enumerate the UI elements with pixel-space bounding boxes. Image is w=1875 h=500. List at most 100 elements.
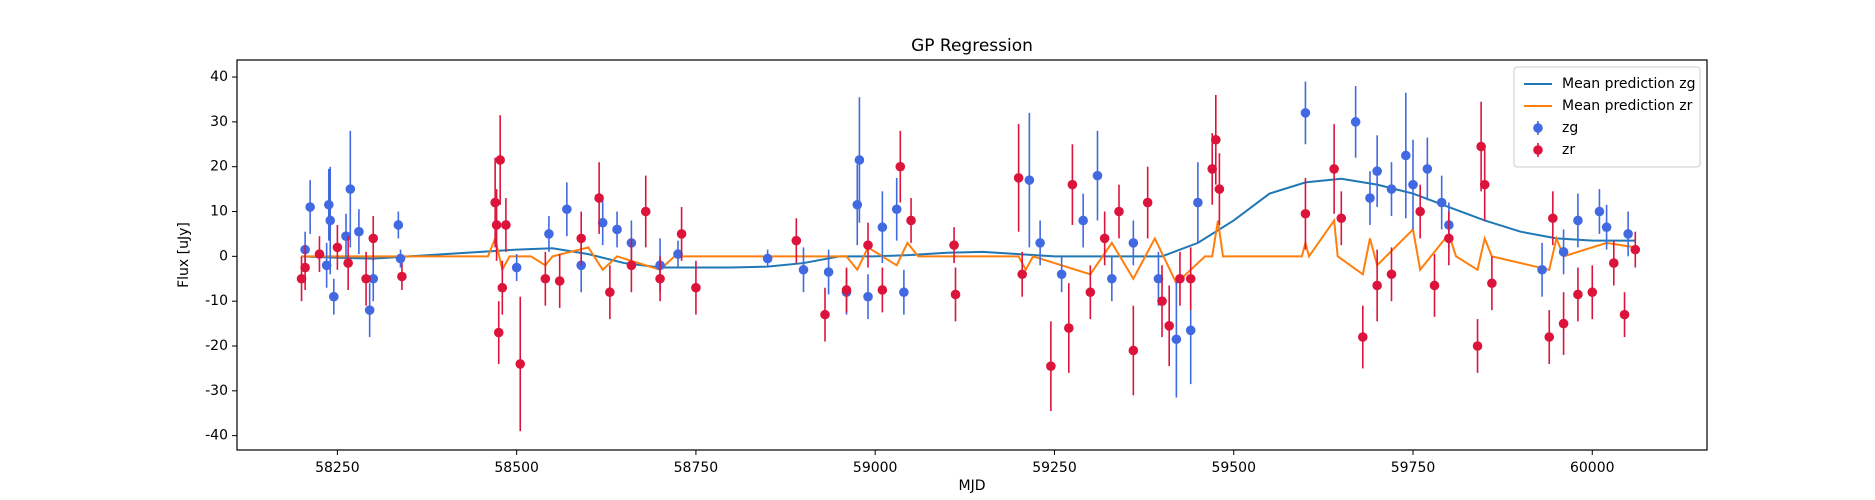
- point: [891, 204, 902, 215]
- legend-label: Mean prediction zg: [1562, 76, 1696, 92]
- point: [1214, 184, 1225, 194]
- point: [798, 264, 809, 275]
- point: [1548, 213, 1558, 224]
- point: [1558, 318, 1569, 329]
- y-tick-label: -30: [205, 383, 228, 399]
- x-tick-label: 58500: [494, 460, 539, 476]
- y-tick-label: -20: [205, 338, 228, 354]
- point: [863, 240, 873, 250]
- point: [1422, 164, 1433, 174]
- point: [314, 249, 325, 259]
- point: [393, 220, 404, 230]
- point: [562, 204, 572, 215]
- point: [1358, 332, 1368, 342]
- y-tick-label: 10: [210, 204, 228, 220]
- point: [1573, 289, 1583, 300]
- point: [1372, 166, 1382, 176]
- x-tick-label: 60000: [1570, 460, 1615, 476]
- x-tick-label: 59000: [853, 460, 898, 476]
- point: [1544, 332, 1555, 342]
- legend-label: zg: [1562, 120, 1578, 136]
- point: [1114, 206, 1124, 217]
- point: [1479, 179, 1490, 190]
- point: [1415, 206, 1425, 217]
- point: [1350, 117, 1361, 127]
- plot-area: [296, 81, 1641, 432]
- point: [1429, 280, 1440, 291]
- point: [1185, 273, 1196, 284]
- legend-box: [1513, 66, 1701, 168]
- point: [554, 276, 565, 286]
- point: [1035, 238, 1045, 248]
- point: [321, 260, 332, 271]
- chart-title: GP Regression: [911, 36, 1033, 56]
- axes-frame: [236, 59, 1708, 451]
- point: [576, 260, 586, 271]
- point: [841, 285, 852, 295]
- point: [1085, 287, 1096, 298]
- point: [1207, 164, 1218, 174]
- point: [361, 273, 371, 284]
- x-tick-label: 59750: [1391, 460, 1436, 476]
- point: [877, 222, 888, 233]
- point: [1099, 233, 1110, 244]
- point: [544, 229, 554, 239]
- point: [296, 273, 307, 284]
- point: [1476, 141, 1486, 152]
- y-tick-label: 30: [210, 114, 228, 130]
- y-tick-label: 40: [210, 69, 228, 85]
- point: [1107, 273, 1117, 284]
- point: [594, 193, 604, 203]
- x-axis-label: MJD: [959, 478, 986, 494]
- point: [1487, 278, 1497, 289]
- point: [1142, 197, 1153, 208]
- point: [1623, 229, 1633, 239]
- point: [1300, 208, 1311, 219]
- point: [325, 215, 336, 226]
- point: [1024, 175, 1035, 185]
- point: [1128, 345, 1139, 356]
- point: [341, 231, 351, 241]
- point: [491, 220, 502, 230]
- point: [540, 273, 551, 284]
- x-tick-label: 59250: [1032, 460, 1077, 476]
- legend-swatch: [1533, 145, 1543, 155]
- point: [305, 202, 315, 212]
- point: [1078, 215, 1088, 226]
- point: [1067, 179, 1078, 190]
- point: [1472, 341, 1483, 351]
- point: [1300, 108, 1311, 118]
- point: [1171, 334, 1182, 345]
- point: [854, 155, 865, 165]
- point: [323, 199, 334, 210]
- point: [332, 242, 343, 253]
- point: [820, 309, 830, 320]
- point: [1046, 361, 1056, 371]
- point: [950, 289, 961, 300]
- point: [364, 305, 375, 315]
- point: [354, 226, 364, 237]
- point: [395, 253, 406, 264]
- point: [345, 184, 356, 194]
- y-tick-label: 20: [210, 159, 228, 175]
- point: [300, 262, 310, 273]
- point: [762, 253, 773, 264]
- point: [1537, 264, 1547, 275]
- point: [1329, 164, 1339, 174]
- point: [906, 215, 916, 226]
- point: [343, 258, 353, 268]
- point: [1573, 215, 1583, 226]
- point: [490, 197, 500, 208]
- point: [1128, 238, 1139, 248]
- point: [495, 155, 505, 165]
- y-axis-label: Flux [uJy]: [176, 222, 192, 288]
- point: [1386, 184, 1397, 194]
- point: [640, 206, 651, 217]
- point: [852, 199, 863, 210]
- point: [1175, 273, 1185, 284]
- point: [511, 262, 522, 273]
- point: [368, 273, 379, 284]
- point: [397, 271, 407, 282]
- legend: Mean prediction zg Mean prediction zr zg zr: [1513, 66, 1701, 168]
